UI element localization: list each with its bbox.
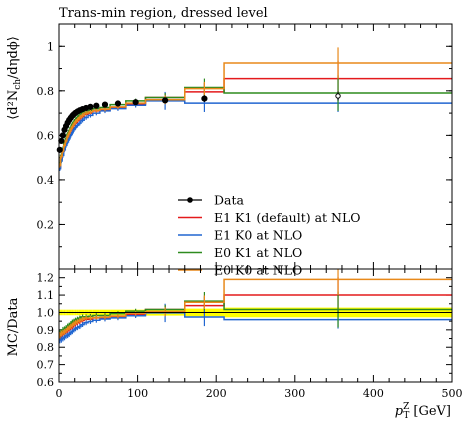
ratio-y-tick-label: 1.1: [37, 289, 55, 302]
data-point: [93, 102, 100, 109]
ratio-y-tick-label: 0.7: [37, 359, 55, 372]
main-y-tick-label: 1: [47, 40, 54, 53]
data-point: [132, 99, 139, 106]
ratio-panel: 0.6 0.7 0.8 0.9 1.0 1.1 1.2: [37, 268, 453, 389]
y-axis-label: ⟨d²Nch/dηdϕ⟩: [6, 36, 23, 120]
x-tick-label: 0: [56, 387, 63, 400]
x-axis-label: pZ T [GeV]: [395, 402, 451, 421]
data-point: [87, 103, 94, 110]
ratio-y-tick-label: 1.0: [37, 306, 55, 319]
data-point: [59, 132, 67, 139]
series-1-main-step: [59, 77, 452, 169]
main-y-tick-label: 0.4: [37, 174, 55, 187]
main-y-tick-label: 0.8: [37, 85, 55, 98]
ratio-panel-frame: [58, 268, 453, 383]
series-4-ratio-step: [59, 278, 452, 336]
x-tick-label: 300: [284, 387, 305, 400]
series-3-main-step: [59, 86, 452, 166]
x-tick-label: 100: [127, 387, 148, 400]
x-tick-label: 400: [363, 387, 384, 400]
ratio-y-tick-label: 0.9: [37, 324, 55, 337]
data-point: [114, 100, 122, 107]
x-axis-ticks: 0 100 200 300 400 500: [56, 24, 463, 400]
data-point: [162, 97, 169, 104]
data-point: [201, 95, 208, 102]
x-tick-label: 200: [206, 387, 227, 400]
chart-title: Trans-min region, dressed level: [59, 6, 268, 21]
ratio-y-ticks: 0.6 0.7 0.8 0.9 1.0 1.1 1.2: [37, 272, 452, 389]
data-point: [335, 93, 341, 99]
data-point: [58, 137, 65, 145]
x-tick-label: 500: [442, 387, 463, 400]
legend-series-3-label: E0 K1 at NLO: [214, 245, 302, 260]
ratio-y-tick-label: 0.8: [37, 341, 55, 354]
main-data-points: [56, 91, 341, 153]
legend-data-marker: [187, 197, 193, 203]
main-series-group: [59, 47, 452, 171]
legend-series-4-label: E0 K0 at NLO: [214, 263, 302, 278]
main-panel: 0.2 0.4 0.6 0.8 1: [37, 23, 453, 270]
data-point: [101, 101, 109, 108]
ratio-y-axis-label: MC/Data: [6, 297, 21, 356]
legend: Data E1 K1 (default) at NLO E1 K0 at NLO E0…: [178, 193, 361, 278]
ratio-y-tick-label: 1.2: [37, 272, 55, 285]
ratio-y-tick-label: 0.6: [37, 376, 55, 389]
legend-series-2-label: E1 K0 at NLO: [214, 228, 302, 243]
series-2-main-step: [59, 100, 452, 170]
legend-data-label: Data: [214, 193, 244, 208]
data-point: [56, 146, 63, 153]
main-y-tick-label: 0.2: [37, 218, 55, 231]
ratio-series-group: [59, 269, 452, 344]
legend-series-1-label: E1 K1 (default) at NLO: [214, 210, 361, 225]
main-y-tick-label: 0.6: [37, 129, 55, 142]
